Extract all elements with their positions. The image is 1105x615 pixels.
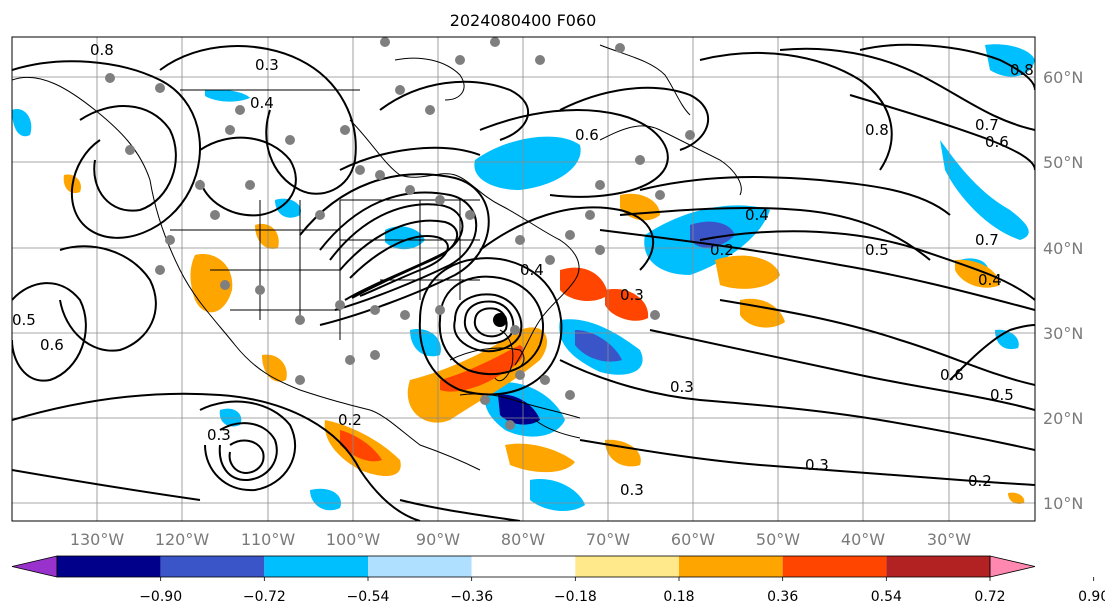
contour-lines <box>12 43 1035 521</box>
colorbar-border <box>56 555 991 578</box>
shade-blob <box>690 221 735 248</box>
shade-blob <box>605 289 649 321</box>
colorbar-tick-label: −0.90 <box>139 589 182 605</box>
colorbar-labels: −0.90 −0.72 −0.54 −0.36 −0.18 0.18 0.36 0.54 0.7… <box>139 589 1105 605</box>
contour-label: 0.7 <box>975 231 999 249</box>
colorbar-swatch <box>782 556 887 577</box>
contour-label: 0.2 <box>968 472 992 490</box>
colorbar-swatch <box>471 556 576 577</box>
contour-label: 0.6 <box>40 336 64 354</box>
shade-blob <box>1008 492 1025 504</box>
contour-label: 0.3 <box>805 456 829 474</box>
shade-blob <box>715 255 780 289</box>
contour-label: 0.4 <box>520 261 544 279</box>
shade-blob <box>219 408 242 427</box>
lon-label: 30°W <box>927 530 971 549</box>
contour-label: 0.4 <box>745 206 769 224</box>
contour-labels: 0.8 0.3 0.4 0.6 0.8 0.7 0.8 0.6 0.5 0.4 … <box>12 41 1034 499</box>
colorbar-tick-label: −0.18 <box>554 589 597 605</box>
shade-blob <box>340 430 382 462</box>
contour-label: 0.3 <box>670 378 694 396</box>
colorbar-swatch <box>886 556 990 577</box>
contour-label: 0.8 <box>90 41 114 59</box>
colorbar-tick-label: −0.54 <box>347 589 390 605</box>
lat-label: 60°N <box>1043 68 1083 87</box>
map-title: 2024080400 F060 <box>450 11 597 30</box>
significance-dots <box>105 37 695 430</box>
lon-label: 120°W <box>155 530 210 549</box>
contour-label: 0.3 <box>620 286 644 304</box>
lat-label: 20°N <box>1043 409 1083 428</box>
lon-label: 70°W <box>586 530 630 549</box>
shade-blob <box>505 443 575 473</box>
contour-label: 0.7 <box>975 116 999 134</box>
shade-blob <box>410 329 441 357</box>
longitude-labels: 130°W 120°W 110°W 100°W 90°W 80°W 70°W 6… <box>70 530 971 549</box>
shade-blob <box>940 140 1029 240</box>
shade-blob <box>498 394 540 425</box>
colorbar-tick-label: 0.54 <box>871 589 902 605</box>
shade-blob <box>275 198 301 218</box>
contour-label: 0.8 <box>865 121 889 139</box>
contour-label: 0.5 <box>12 311 36 329</box>
latitude-labels: 60°N 50°N 40°N 30°N 20°N 10°N <box>1043 68 1083 513</box>
shade-blob <box>310 488 341 511</box>
shade-blob <box>560 267 608 302</box>
contour-label: 0.6 <box>940 366 964 384</box>
contour-label: 0.4 <box>250 94 274 112</box>
colorbar-tick-label: 0.36 <box>767 589 798 605</box>
lon-label: 130°W <box>70 530 125 549</box>
graticule <box>12 37 1035 521</box>
colorbar-swatch <box>368 556 472 577</box>
contour-label: 0.3 <box>255 56 279 74</box>
lon-label: 80°W <box>501 530 545 549</box>
lon-label: 90°W <box>416 530 460 549</box>
lon-label: 60°W <box>671 530 715 549</box>
lat-label: 50°N <box>1043 153 1083 172</box>
contour-label: 0.6 <box>575 126 599 144</box>
shade-blob <box>12 109 32 137</box>
lon-label: 50°W <box>756 530 800 549</box>
colorbar-swatch <box>160 556 265 577</box>
colorbar-extend-high <box>989 555 1036 578</box>
colorbar-extend-low <box>11 555 58 578</box>
contour-label: 0.6 <box>985 133 1009 151</box>
contour-label: 0.5 <box>865 241 889 259</box>
lat-label: 10°N <box>1043 494 1083 513</box>
contour-label: 0.3 <box>207 426 231 444</box>
storm-center-marker <box>493 313 507 327</box>
contour-label: 0.2 <box>338 411 362 429</box>
lon-label: 110°W <box>241 530 296 549</box>
contour-label: 0.5 <box>990 386 1014 404</box>
shade-blob <box>190 254 233 313</box>
colorbar-tick-label: 0.90 <box>1078 589 1105 605</box>
lat-label: 40°N <box>1043 239 1083 258</box>
lon-label: 100°W <box>326 530 381 549</box>
lon-label: 40°W <box>841 530 885 549</box>
shade-blob <box>440 345 524 392</box>
contour-label: 0.3 <box>620 481 644 499</box>
lat-label: 30°N <box>1043 324 1083 343</box>
contour-label: 0.4 <box>978 271 1002 289</box>
colorbar-tick-label: −0.36 <box>450 589 493 605</box>
colorbar-swatch <box>575 556 679 577</box>
colorbar-tick-label: 0.72 <box>974 589 1005 605</box>
contour-label: 0.2 <box>710 241 734 259</box>
map-field: 0.8 0.3 0.4 0.6 0.8 0.7 0.8 0.6 0.5 0.4 … <box>12 37 1035 521</box>
shade-blob <box>205 89 250 102</box>
colorbar <box>11 555 1095 581</box>
shade-blob <box>575 330 622 362</box>
colorbar-swatch <box>679 556 783 577</box>
contour-label: 0.8 <box>1010 61 1034 79</box>
colorbar-tick-label: 0.18 <box>663 589 694 605</box>
shade-blob <box>474 136 581 190</box>
map-frame <box>11 36 1036 522</box>
shade-blob <box>985 44 1035 77</box>
colorbar-swatch <box>57 556 161 577</box>
colorbar-tick-label: −0.72 <box>243 589 286 605</box>
colorbar-swatch <box>264 556 368 577</box>
negative-anomaly-shading <box>12 44 1035 512</box>
